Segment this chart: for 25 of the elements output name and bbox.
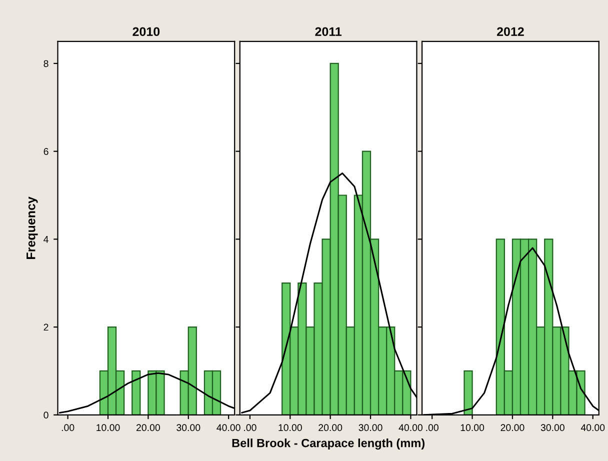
y-tick-label: 0 — [44, 412, 48, 419]
x-tick-label: 30.00 — [176, 424, 200, 432]
x-tick-label: 30.00 — [540, 424, 564, 432]
chart-title: 2012 — [496, 27, 524, 36]
x-tick-label: 10.00 — [96, 424, 120, 432]
x-tick-label: 10.00 — [460, 424, 484, 432]
x-tick-label: 20.00 — [318, 424, 342, 432]
x-axis-title: Bell Brook - Carapace length (mm) — [232, 438, 424, 450]
chart-title: 2010 — [132, 27, 160, 36]
x-tick-label: .00 — [62, 424, 74, 432]
x-tick-label: .00 — [426, 424, 438, 432]
x-tick-label: 20.00 — [136, 424, 160, 432]
x-tick-label: 40.00 — [398, 424, 422, 432]
y-tick-label: 8 — [44, 60, 48, 68]
x-tick-label: 10.00 — [278, 424, 302, 432]
chart-title: 2011 — [315, 27, 342, 36]
x-tick-label: .00 — [244, 424, 256, 432]
y-tick-label: 2 — [44, 324, 48, 331]
x-tick-label: 40.00 — [580, 424, 605, 432]
y-axis-title: Frequency — [26, 196, 38, 259]
y-tick-label: 4 — [44, 236, 48, 243]
x-tick-label: 30.00 — [358, 424, 382, 432]
x-tick-label: 20.00 — [500, 424, 524, 432]
y-tick-label: 6 — [44, 148, 48, 155]
x-tick-label: 40.00 — [216, 424, 240, 432]
